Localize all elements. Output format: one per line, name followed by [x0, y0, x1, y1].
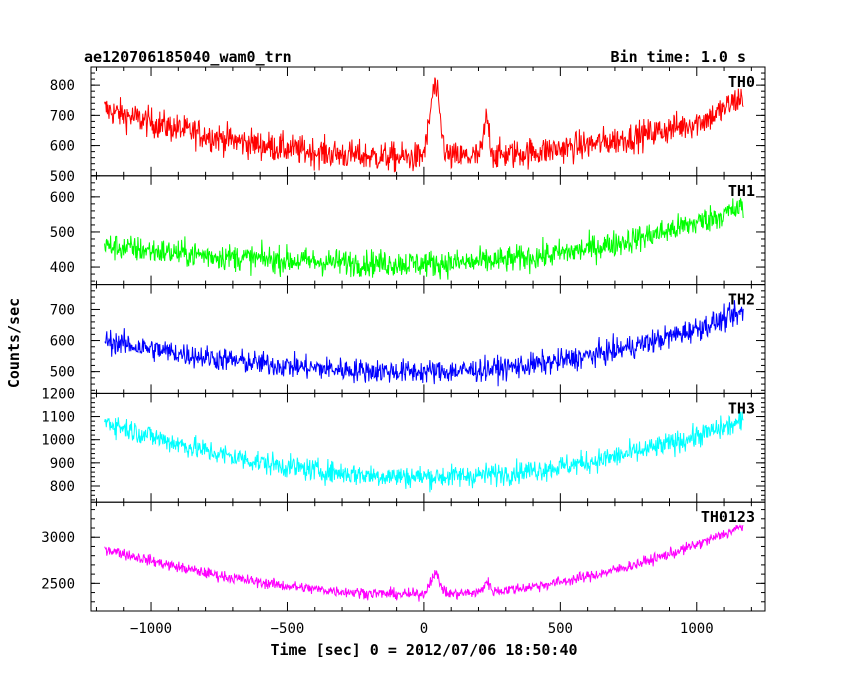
- bin-time-label: Bin time: 1.0 s: [611, 48, 746, 66]
- series-label-th3: TH3: [728, 399, 755, 417]
- y-tick-label: 500: [50, 225, 75, 241]
- series-label-th0: TH0: [728, 73, 755, 91]
- y-tick-label: 2500: [41, 576, 75, 592]
- y-tick-label: 700: [50, 108, 75, 124]
- x-tick-label: −500: [271, 621, 305, 637]
- chart-title: ae120706185040_wam0_trn: [84, 48, 292, 66]
- panel-frame: [90, 501, 766, 612]
- series-label-th2: TH2: [728, 291, 755, 309]
- panel-th2: 500 600 700 TH2: [50, 284, 766, 394]
- series-line-th3: [104, 410, 744, 493]
- x-tick-label: 0: [420, 621, 428, 637]
- series-line-th0: [104, 77, 744, 173]
- series-label-th1: TH1: [728, 182, 755, 200]
- y-tick-label: 500: [50, 365, 75, 381]
- panel-th0123: 2500 3000 TH0123: [41, 501, 766, 612]
- y-tick-label: 700: [50, 302, 75, 318]
- y-tick-label: 900: [50, 456, 75, 472]
- series-line-th1: [104, 197, 744, 280]
- panel-th0: 500 600 700 800 TH0: [50, 66, 766, 185]
- series-line-th2: [104, 300, 744, 387]
- x-tick-label: −1000: [130, 621, 172, 637]
- y-tick-label: 800: [50, 78, 75, 94]
- y-tick-label: 1200: [41, 386, 75, 402]
- series-line-th0123: [104, 523, 744, 602]
- y-tick-label: 400: [50, 260, 75, 276]
- y-tick-label: 600: [50, 139, 75, 155]
- series-label-th0123: TH0123: [701, 508, 755, 526]
- panel-th1: 400 500 600 TH1: [50, 175, 766, 286]
- y-tick-label: 1100: [41, 410, 75, 426]
- y-tick-label: 600: [50, 190, 75, 206]
- y-tick-label: 3000: [41, 530, 75, 546]
- y-tick-label: 500: [50, 169, 75, 185]
- panel-frame: [90, 284, 766, 394]
- panel-frame: [90, 392, 766, 503]
- y-tick-label: 1000: [41, 433, 75, 449]
- x-tick-label: 1000: [680, 621, 714, 637]
- panels-group: 500 600 700 800 TH0 400 500 600 TH1 500 600 700 TH2 8…: [41, 66, 766, 637]
- x-tick-label: 500: [548, 621, 573, 637]
- panel-th3: 800 900 1000 1100 1200 TH3: [41, 386, 766, 503]
- y-axis-label: Counts/sec: [5, 298, 23, 388]
- y-tick-label: 600: [50, 334, 75, 350]
- panel-frame: [90, 175, 766, 286]
- x-axis-label: Time [sec] 0 = 2012/07/06 18:50:40: [270, 641, 577, 659]
- y-tick-label: 800: [50, 479, 75, 495]
